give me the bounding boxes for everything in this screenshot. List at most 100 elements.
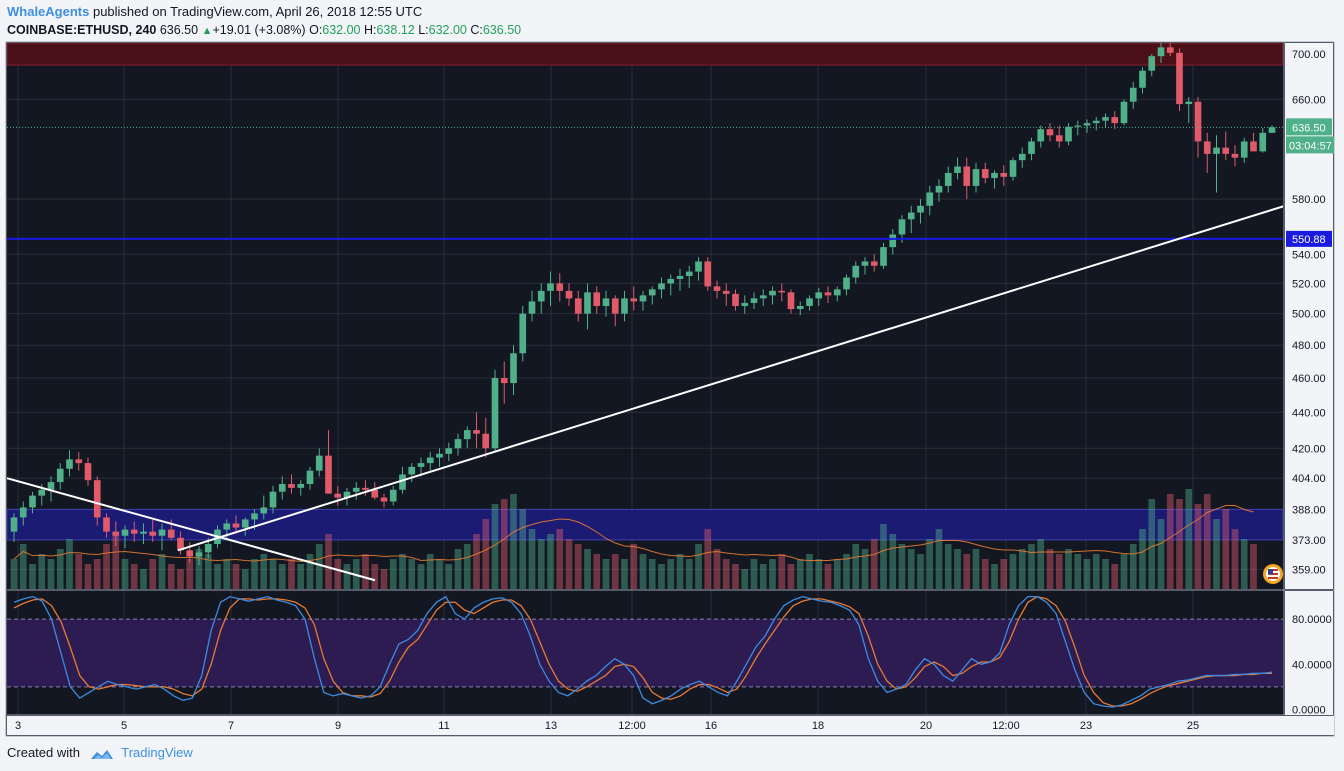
stoch-axis[interactable] [1285, 591, 1333, 715]
candle [1055, 125, 1063, 148]
created-with-text: Created with [7, 745, 80, 760]
volume-bar [528, 529, 536, 589]
volume-bar [602, 559, 610, 589]
volume-bar [297, 564, 305, 589]
volume-bar [1157, 519, 1165, 589]
volume-bar [833, 559, 841, 589]
rising-trend-line [177, 205, 1283, 552]
author-link[interactable]: WhaleAgents [7, 4, 90, 19]
candle-body [704, 261, 712, 287]
symbol-name[interactable]: COINBASE:ETHUSD [7, 23, 129, 37]
candle-body [695, 261, 702, 272]
volume-bar [944, 544, 952, 589]
volume-bar [778, 554, 786, 589]
volume-bar [473, 534, 480, 589]
volume-bar [195, 549, 203, 589]
volume-bar [463, 544, 471, 589]
candle [824, 286, 832, 303]
candle-body [463, 430, 471, 440]
volume-bar [1102, 559, 1109, 589]
flag-icon[interactable] [1263, 564, 1283, 584]
volume-bar [1028, 544, 1035, 589]
interval[interactable]: 240 [135, 23, 157, 37]
volume-bar [843, 554, 850, 589]
candle-body [991, 172, 998, 179]
tradingview-link[interactable]: TradingView [121, 745, 193, 760]
open-value: 632.00 [322, 23, 361, 37]
candle [352, 482, 360, 500]
volume-bar [334, 559, 342, 589]
candle [667, 274, 675, 296]
volume-bar [232, 564, 240, 589]
candle [278, 476, 286, 500]
candle-body [306, 470, 314, 484]
stoch-tick-label: 0.0000 [1292, 704, 1326, 716]
candle [482, 417, 490, 458]
candle [880, 242, 887, 269]
time-tick-label: 5 [121, 720, 127, 732]
volume-bar [158, 554, 166, 589]
candle-body [93, 480, 101, 518]
volume-bar [214, 564, 221, 589]
candle-body [186, 550, 194, 557]
volume-bar [648, 559, 656, 589]
volume-bar [1203, 494, 1211, 589]
candle-body [519, 313, 527, 354]
volume-bar [288, 559, 295, 589]
volume-bar [565, 539, 573, 589]
resistance-zone [7, 43, 1283, 66]
candle-body [436, 453, 443, 458]
candle-body [325, 455, 332, 494]
volume-bar [1111, 564, 1119, 589]
stoch-tick-label: 80.0000 [1292, 614, 1332, 626]
volume-bar [861, 549, 869, 589]
candle-body [408, 466, 416, 475]
time-tick-label: 3 [15, 720, 21, 732]
candle [602, 290, 610, 317]
volume-bar [713, 549, 721, 589]
price-tick-label: 460.00 [1292, 373, 1326, 385]
volume-bar [658, 564, 665, 589]
candle [778, 283, 786, 302]
candle [750, 292, 758, 310]
volume-bar [1046, 549, 1054, 589]
candle-body [232, 523, 240, 528]
close-label: C: [470, 23, 483, 37]
candle [759, 289, 767, 306]
volume-bar [66, 539, 73, 589]
volume-bar [1231, 529, 1239, 589]
candle [1259, 127, 1267, 153]
candle-body [602, 298, 610, 306]
time-axis-labels: 3 5 7 9 11 13 12:00 16 18 20 12:00 23 25 [15, 720, 1199, 732]
candle-body [1166, 47, 1174, 53]
volume-bar [1074, 554, 1082, 589]
time-tick-label: 20 [920, 720, 932, 732]
candle-body [1176, 52, 1183, 105]
candle-body [750, 298, 758, 303]
price-tick-label: 700.00 [1292, 49, 1326, 61]
volume-bar [269, 559, 277, 589]
time-tick-label: 12:00 [618, 720, 646, 732]
candle-body [1203, 141, 1211, 154]
candle-body [223, 523, 231, 530]
candle [362, 480, 369, 496]
candle-body [861, 261, 869, 266]
volume-bar [75, 554, 83, 589]
candle [186, 541, 194, 563]
volume-bar [399, 554, 406, 589]
time-axis[interactable] [7, 716, 1334, 735]
candle [1009, 157, 1017, 181]
candle-body [47, 482, 55, 490]
candle [315, 448, 323, 477]
candle [547, 271, 554, 306]
volume-bar [981, 559, 989, 589]
low-label: L: [418, 23, 429, 37]
volume-bar [732, 564, 739, 589]
volume-bar [371, 564, 379, 589]
candle-body [843, 277, 850, 290]
stoch-k-line [13, 595, 1273, 708]
volume-bar [1092, 554, 1100, 589]
candle-body [806, 298, 813, 306]
tradingview-logo-icon[interactable] [90, 747, 114, 761]
